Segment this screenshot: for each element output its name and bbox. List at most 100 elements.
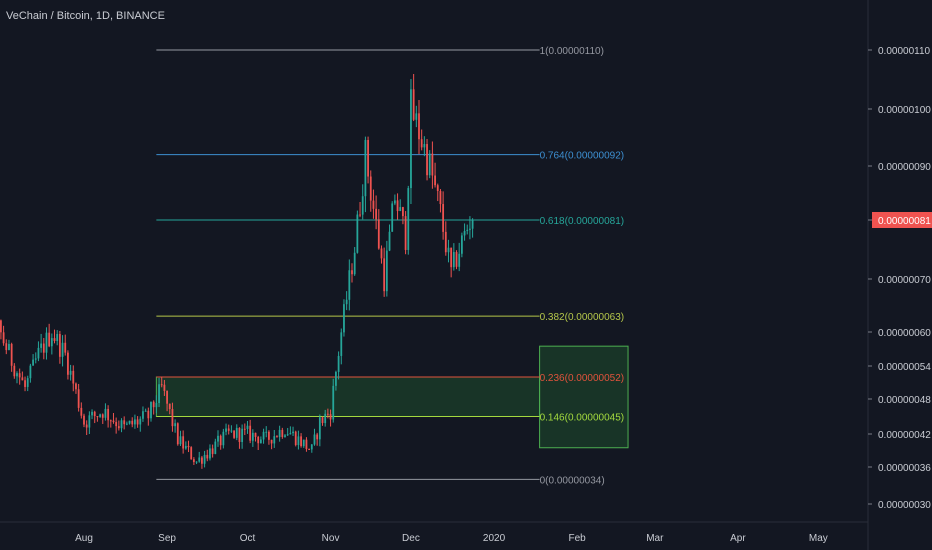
candle-body[interactable]	[58, 334, 61, 357]
candle-body[interactable]	[174, 423, 177, 427]
candle-body[interactable]	[286, 434, 289, 436]
candle-body[interactable]	[77, 389, 80, 408]
candle-body[interactable]	[192, 459, 195, 463]
candle-body[interactable]	[241, 428, 244, 443]
candle-body[interactable]	[123, 420, 126, 425]
candle-body[interactable]	[458, 253, 461, 267]
candle-body[interactable]	[166, 390, 168, 404]
candle-body[interactable]	[104, 408, 107, 418]
candle-body[interactable]	[340, 332, 343, 356]
candle-body[interactable]	[93, 411, 96, 417]
candle-body[interactable]	[436, 185, 439, 191]
candle-body[interactable]	[131, 420, 134, 425]
target-box[interactable]	[539, 345, 629, 449]
candle-body[interactable]	[45, 332, 48, 353]
candle-body[interactable]	[332, 385, 335, 420]
candle-body[interactable]	[222, 431, 225, 446]
candle-body[interactable]	[431, 153, 434, 176]
candle-body[interactable]	[249, 425, 252, 441]
candle-body[interactable]	[176, 423, 179, 445]
candle-body[interactable]	[284, 435, 286, 437]
candle-body[interactable]	[243, 428, 246, 430]
candle-body[interactable]	[321, 417, 324, 424]
candle-body[interactable]	[187, 445, 190, 448]
candle-body[interactable]	[318, 417, 321, 440]
candle-body[interactable]	[155, 403, 158, 408]
candle-body[interactable]	[152, 401, 155, 408]
candle-body[interactable]	[412, 89, 415, 120]
candle-body[interactable]	[399, 207, 402, 212]
candle-body[interactable]	[259, 439, 262, 444]
candle-body[interactable]	[211, 448, 214, 454]
candle-body[interactable]	[361, 196, 364, 215]
candle-body[interactable]	[139, 418, 142, 425]
candle-body[interactable]	[434, 175, 436, 186]
candle-body[interactable]	[265, 431, 268, 433]
candle-body[interactable]	[380, 248, 383, 259]
candle-body[interactable]	[101, 414, 104, 418]
candle-body[interactable]	[109, 420, 112, 422]
candle-body[interactable]	[150, 401, 152, 419]
candle-body[interactable]	[297, 436, 300, 446]
candle-body[interactable]	[326, 413, 329, 415]
candle-body[interactable]	[50, 338, 53, 347]
candle-body[interactable]	[163, 384, 166, 391]
candle-body[interactable]	[75, 383, 77, 390]
candle-body[interactable]	[64, 342, 67, 353]
candle-body[interactable]	[292, 431, 294, 434]
candle-body[interactable]	[313, 434, 316, 445]
candle-body[interactable]	[426, 144, 428, 176]
candle-body[interactable]	[206, 454, 209, 459]
candle-body[interactable]	[99, 414, 101, 417]
candle-body[interactable]	[128, 420, 131, 424]
candle-body[interactable]	[37, 347, 40, 359]
candle-body[interactable]	[428, 153, 431, 176]
candle-body[interactable]	[316, 434, 319, 440]
candle-body[interactable]	[91, 411, 93, 416]
candle-body[interactable]	[13, 365, 16, 377]
candle-body[interactable]	[251, 432, 254, 441]
candle-body[interactable]	[254, 432, 257, 437]
candle-body[interactable]	[305, 439, 308, 449]
candle-body[interactable]	[233, 430, 235, 438]
candle-body[interactable]	[18, 373, 21, 378]
candle-body[interactable]	[209, 448, 211, 459]
candle-body[interactable]	[404, 216, 407, 250]
candle-body[interactable]	[147, 410, 150, 419]
candle-body[interactable]	[230, 430, 233, 432]
candle-body[interactable]	[466, 229, 469, 231]
candle-body[interactable]	[351, 270, 353, 275]
candle-body[interactable]	[302, 439, 305, 447]
candle-body[interactable]	[452, 252, 455, 268]
candle-body[interactable]	[375, 208, 378, 220]
candle-body[interactable]	[227, 428, 230, 431]
candle-body[interactable]	[182, 436, 185, 449]
candle-body[interactable]	[179, 436, 182, 445]
candle-body[interactable]	[53, 338, 56, 342]
demand-zone[interactable]	[155, 376, 541, 417]
candle-body[interactable]	[201, 457, 203, 464]
candle-body[interactable]	[112, 420, 115, 423]
candle-body[interactable]	[171, 409, 174, 427]
candle-body[interactable]	[447, 247, 450, 253]
candle-body[interactable]	[0, 320, 2, 333]
candle-body[interactable]	[310, 444, 313, 450]
candle-body[interactable]	[463, 230, 466, 236]
candle-body[interactable]	[281, 429, 284, 437]
candle-body[interactable]	[115, 422, 118, 427]
candle-body[interactable]	[136, 419, 139, 425]
candle-body[interactable]	[195, 461, 198, 463]
candle-body[interactable]	[439, 190, 442, 205]
candle-body[interactable]	[120, 420, 123, 429]
candle-body[interactable]	[198, 457, 201, 462]
candle-body[interactable]	[262, 431, 265, 440]
candle-body[interactable]	[377, 219, 380, 249]
candle-body[interactable]	[294, 431, 297, 446]
candle-body[interactable]	[85, 424, 88, 428]
candle-body[interactable]	[48, 332, 51, 347]
candle-body[interactable]	[420, 139, 423, 148]
candle-body[interactable]	[219, 435, 222, 446]
candle-body[interactable]	[383, 258, 386, 292]
candle-body[interactable]	[107, 408, 110, 421]
